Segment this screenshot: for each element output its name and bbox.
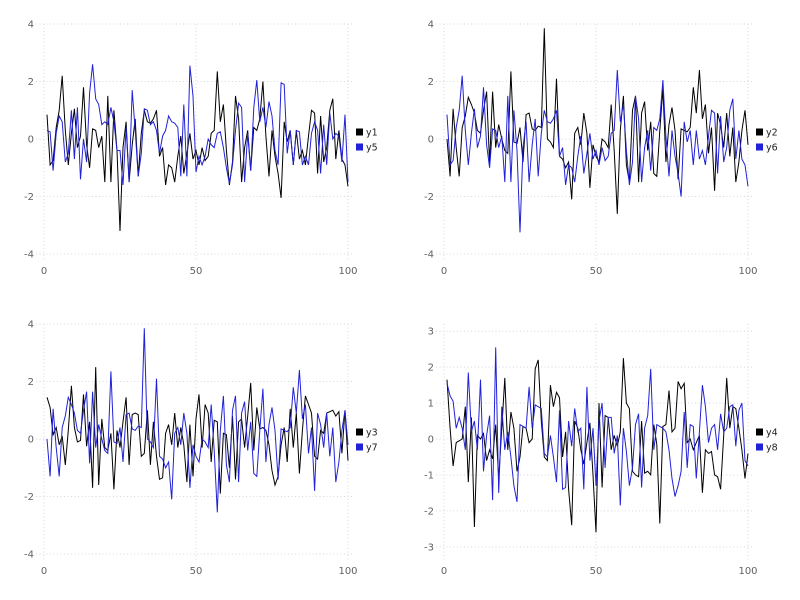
series-line-y4: [446, 358, 749, 533]
legend-label-y1: y1: [366, 128, 378, 139]
legend-label-y2: y2: [766, 128, 778, 139]
legend-label-y5: y5: [366, 143, 378, 154]
y-tick-label: -3: [424, 542, 434, 553]
y-tick-label: -2: [24, 192, 34, 203]
legend-label-y8: y8: [766, 443, 778, 454]
x-tick-label: 100: [738, 266, 757, 277]
legend-swatch-y2: [756, 128, 763, 136]
y-tick-label: -2: [424, 506, 434, 517]
legend-swatch-y3: [356, 428, 363, 436]
y-tick-label: 4: [428, 20, 434, 31]
legend-swatch-y1: [356, 128, 363, 136]
chart-panel-y3-y7: 0 50 100 -4 -2 0 2 4 y3 y7: [0, 300, 400, 600]
legend-label-y4: y4: [766, 428, 778, 439]
x-tick-label: 0: [41, 566, 47, 577]
chart-panel-y1-y5: 0 50 100 -4 -2 0 2 4 y1 y5: [0, 0, 400, 300]
series-line-y5: [46, 64, 349, 186]
chart-canvas-y2-y6: 0 50 100 -4 -2 0 2 4 y2 y6: [424, 20, 778, 278]
y-tick-label: 2: [28, 377, 34, 388]
legend-swatch-y5: [356, 143, 363, 151]
legend-label-y7: y7: [366, 443, 378, 454]
y-tick-label: 0: [428, 135, 434, 146]
x-tick-label: 0: [441, 266, 447, 277]
x-tick-label: 100: [338, 266, 357, 277]
chart-panel-y4-y8: 0 50 100 -3 -2 -1 0 1 2 3 y4 y8: [400, 300, 800, 600]
chart-canvas-y1-y5: 0 50 100 -4 -2 0 2 4 y1 y5: [24, 20, 378, 278]
y-tick-label: -2: [424, 192, 434, 203]
y-tick-label: 0: [28, 135, 34, 146]
series-line-y2: [446, 28, 749, 214]
y-tick-label: 2: [428, 77, 434, 88]
x-tick-label: 100: [738, 566, 757, 577]
y-tick-label: 2: [428, 363, 434, 374]
chart-canvas-y3-y7: 0 50 100 -4 -2 0 2 4 y3 y7: [24, 320, 378, 578]
legend-swatch-y8: [756, 443, 763, 451]
series-line-y8: [446, 347, 749, 506]
y-tick-label: 4: [28, 20, 34, 31]
x-tick-label: 50: [590, 566, 603, 577]
series-line-y3: [46, 367, 349, 494]
series-line-y6: [446, 69, 749, 233]
legend-swatch-y7: [356, 443, 363, 451]
x-tick-label: 50: [190, 266, 203, 277]
y-tick-label: -2: [24, 492, 34, 503]
legend-label-y3: y3: [366, 428, 378, 439]
y-tick-label: -4: [424, 250, 434, 261]
x-tick-label: 0: [441, 566, 447, 577]
y-tick-label: 2: [28, 77, 34, 88]
x-tick-label: 50: [590, 266, 603, 277]
y-tick-label: 3: [428, 327, 434, 338]
series-line-y1: [46, 71, 349, 232]
y-tick-label: -1: [424, 470, 434, 481]
legend-swatch-y4: [756, 428, 763, 436]
legend-swatch-y6: [756, 143, 763, 151]
y-tick-label: 1: [428, 399, 434, 410]
y-tick-label: 4: [28, 320, 34, 331]
y-tick-label: -4: [24, 550, 34, 561]
y-tick-label: 0: [28, 435, 34, 446]
x-tick-label: 50: [190, 566, 203, 577]
chart-panel-y2-y6: 0 50 100 -4 -2 0 2 4 y2 y6: [400, 0, 800, 300]
chart-canvas-y4-y8: 0 50 100 -3 -2 -1 0 1 2 3 y4 y8: [424, 324, 778, 577]
y-tick-label: -4: [24, 250, 34, 261]
series-line-y7: [46, 328, 349, 513]
x-tick-label: 100: [338, 566, 357, 577]
legend-label-y6: y6: [766, 143, 778, 154]
x-tick-label: 0: [41, 266, 47, 277]
y-tick-label: 0: [428, 435, 434, 446]
